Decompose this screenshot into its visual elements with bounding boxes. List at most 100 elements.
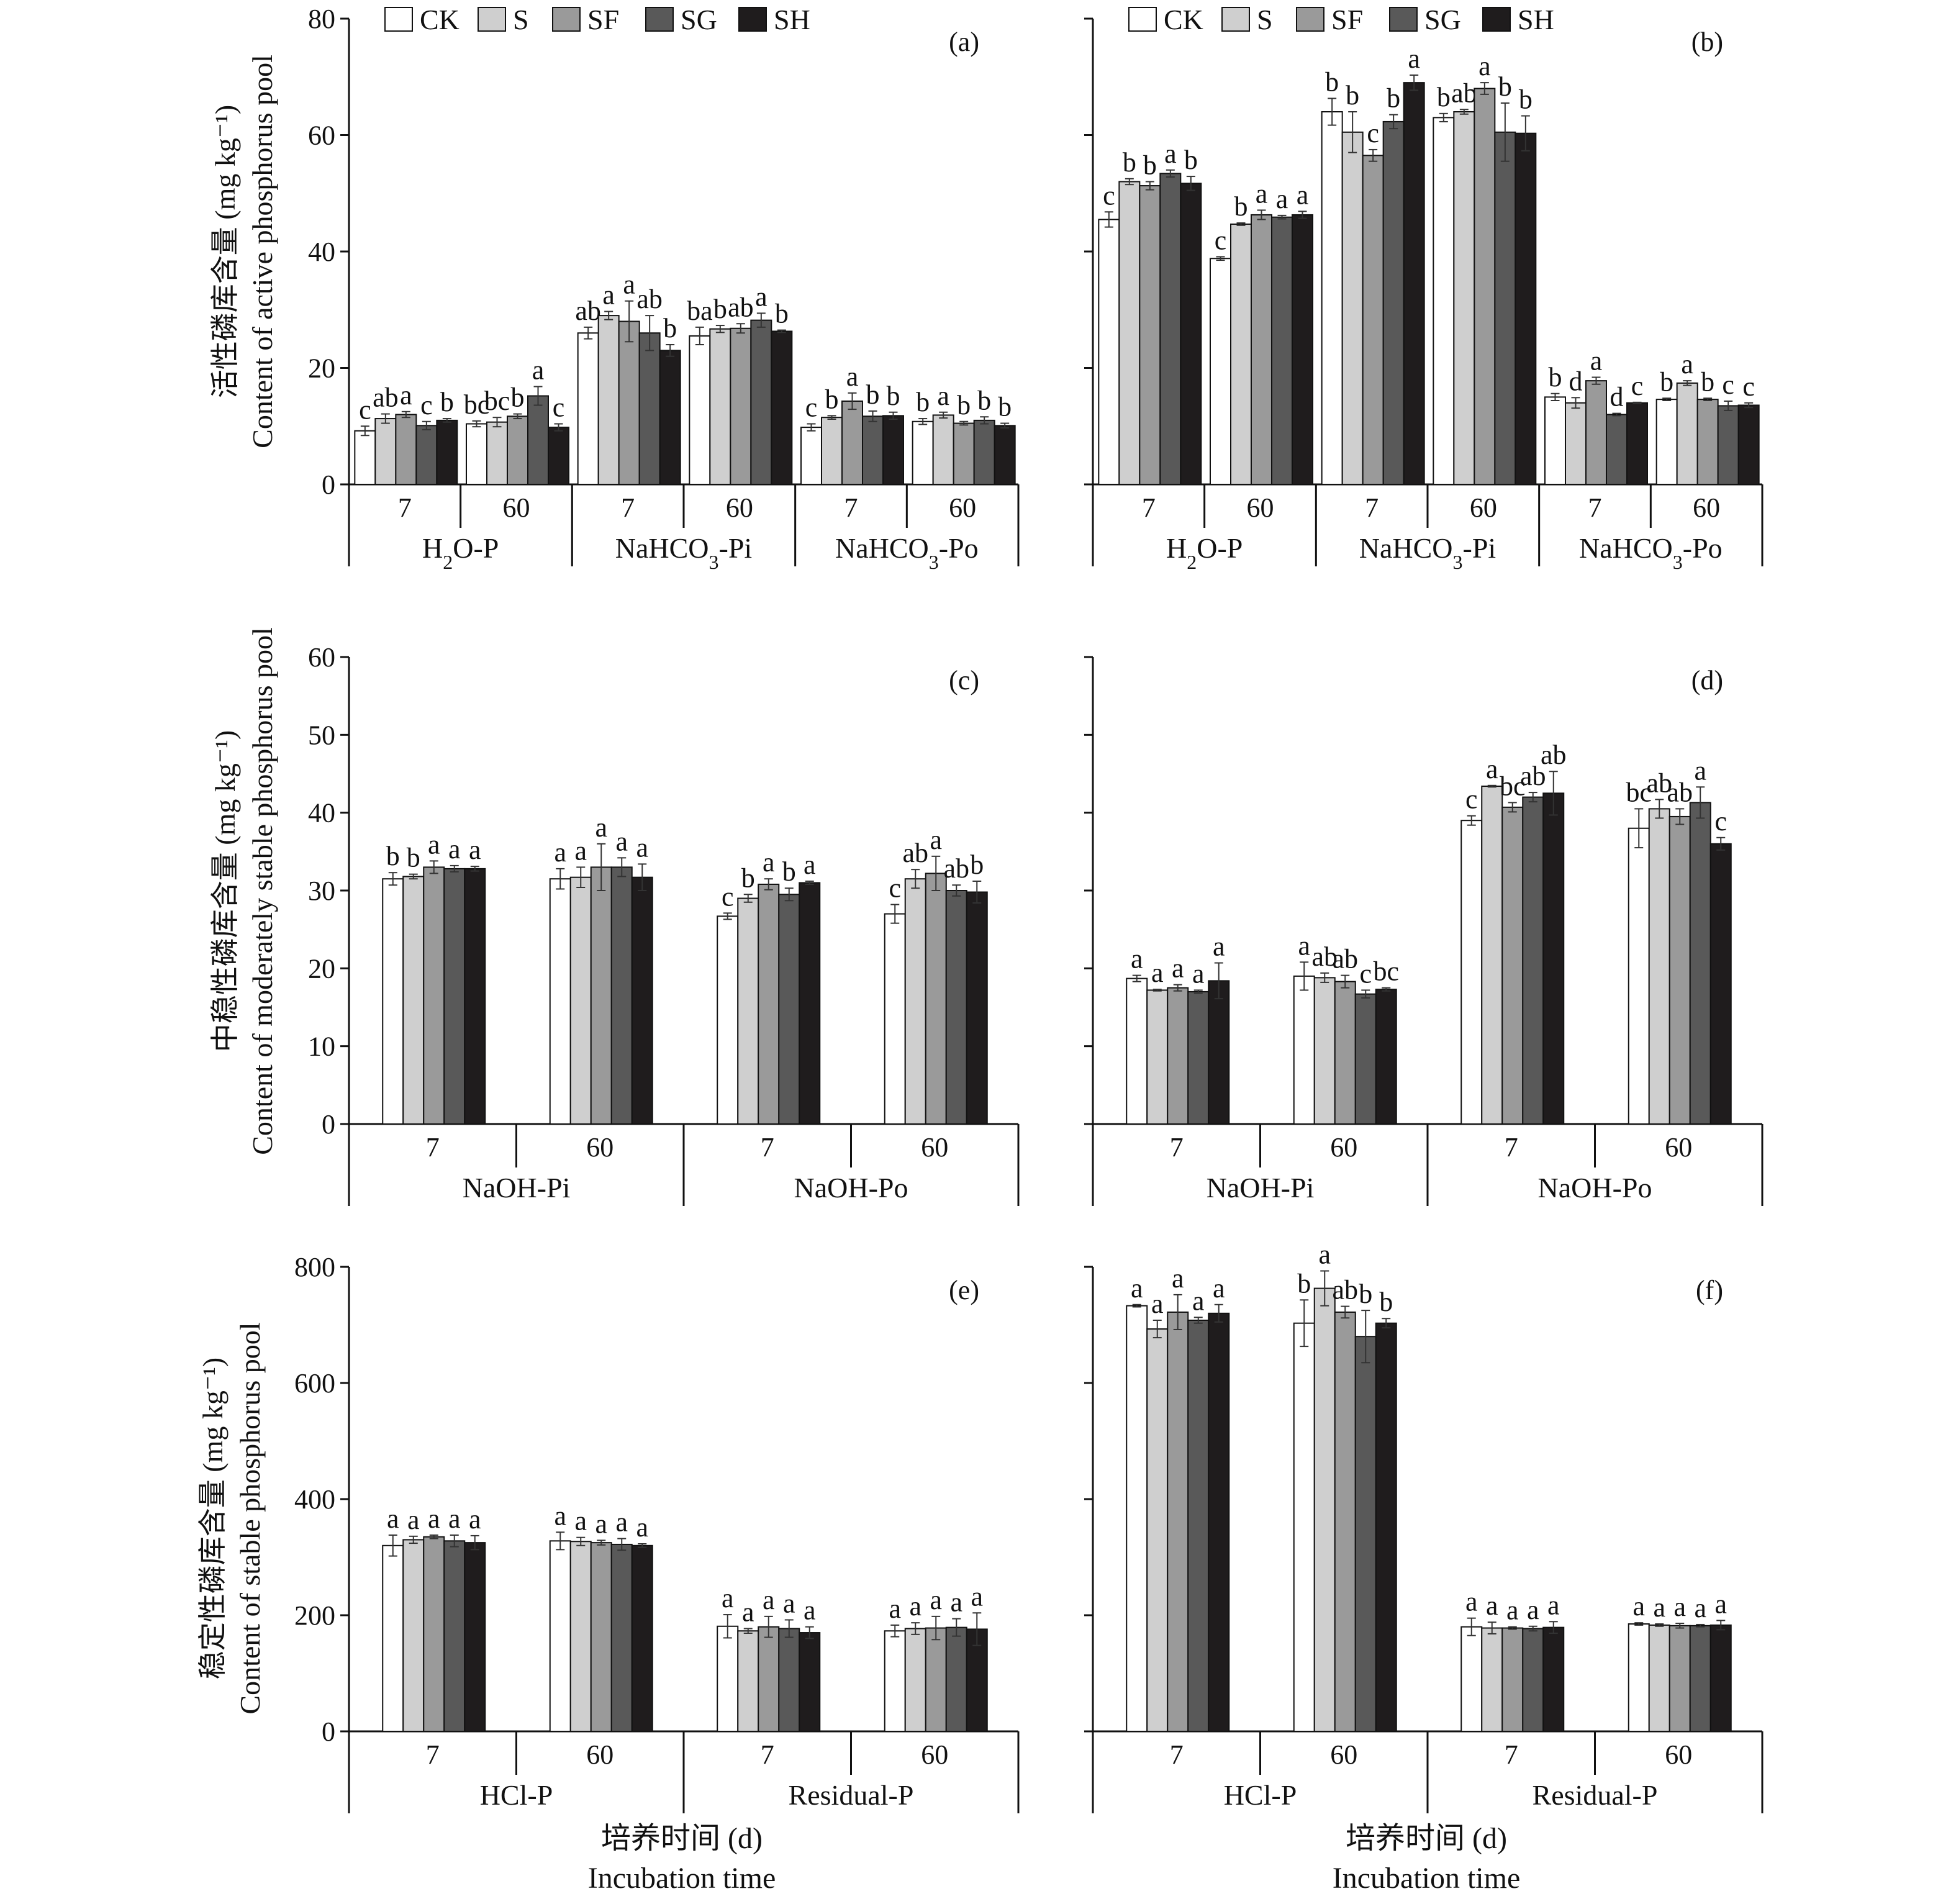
bar-sf (1668, 1625, 1691, 1733)
bar-sg (1522, 796, 1544, 1125)
significance-label: a (1213, 1273, 1225, 1303)
bar-s (1146, 989, 1169, 1125)
bar-ck (354, 430, 376, 485)
significance-label: a (1408, 43, 1420, 74)
error-bar (1000, 422, 1010, 429)
error-bar (645, 315, 654, 351)
x-tick-label-day: 7 (844, 492, 858, 523)
significance-label: a (1276, 184, 1288, 214)
bar-ck (1460, 1626, 1483, 1732)
y-tick-label: 10 (308, 1031, 335, 1062)
y-tick-label: 20 (308, 953, 335, 984)
bar-sf (1334, 1311, 1356, 1732)
significance-label: b (1297, 1268, 1311, 1299)
error-bar (1487, 1621, 1496, 1634)
legend-label-sf: SF (1331, 4, 1363, 35)
x-tick-label-day: 60 (1330, 1132, 1357, 1163)
significance-label: ab (575, 296, 601, 326)
error-bar (1382, 987, 1391, 992)
bar-ck (884, 1630, 906, 1733)
error-bar (911, 1622, 920, 1635)
error-bar (918, 418, 928, 425)
x-tick-label-day: 60 (921, 1739, 948, 1770)
significance-label: a (428, 829, 440, 859)
error-bar (625, 300, 634, 343)
x-tick-label-day: 60 (586, 1739, 614, 1770)
error-bar (972, 880, 982, 904)
significance-label: a (1131, 1273, 1143, 1303)
bar-sf (758, 1626, 780, 1732)
error-bar (931, 1615, 941, 1641)
bar-s (1313, 977, 1336, 1125)
bar-sg (1494, 131, 1516, 485)
bar-ck (577, 332, 599, 485)
bar-sg (862, 415, 884, 485)
error-bar (1320, 1270, 1329, 1307)
error-bar (1592, 376, 1601, 385)
bar-s (569, 876, 592, 1125)
y-tick-label: 80 (308, 4, 335, 34)
significance-label: a (469, 835, 481, 865)
significance-label: c (1722, 369, 1734, 400)
significance-label: a (1256, 178, 1268, 209)
x-tick-label-day: 7 (761, 1739, 774, 1770)
bar-ck (382, 1544, 404, 1733)
significance-label: a (469, 1504, 481, 1535)
bar-sg (1159, 173, 1182, 485)
significance-label: b (511, 383, 525, 413)
significance-label: a (407, 1505, 420, 1535)
legend-label-sf: SF (587, 4, 619, 35)
bar-sh (1626, 402, 1648, 485)
bar-sg (1689, 1625, 1711, 1733)
error-bar (1361, 1310, 1370, 1364)
error-bar (743, 894, 753, 903)
x-tick-label-day: 7 (621, 492, 635, 523)
significance-label: c (805, 392, 818, 423)
error-bar (1549, 1621, 1558, 1634)
error-bar (1166, 169, 1175, 178)
significance-label: a (1478, 51, 1491, 81)
bar-s (402, 876, 425, 1125)
bar-sh (659, 350, 681, 485)
legend-label-sh: SH (774, 4, 810, 35)
bar-sf (1696, 399, 1719, 485)
x-tick-label-day: 60 (949, 492, 976, 523)
significance-label: a (930, 825, 942, 855)
significance-label: b (1325, 66, 1339, 97)
significance-label: a (1590, 346, 1603, 376)
bar-ck (1460, 820, 1483, 1125)
x-tick-label-day: 7 (1505, 1739, 1518, 1770)
bar-ck (1433, 117, 1455, 485)
panel-label: (b) (1691, 27, 1723, 57)
error-bar (1549, 771, 1558, 816)
error-bar (1467, 815, 1476, 826)
error-bar (1634, 1622, 1644, 1626)
bar-sg (1354, 993, 1377, 1125)
bar-s (1648, 808, 1670, 1125)
bar-sg (443, 868, 466, 1125)
error-bar (1480, 82, 1489, 95)
bar-sh (1737, 404, 1760, 485)
bar-s (1453, 111, 1475, 485)
significance-label: a (1673, 1592, 1686, 1622)
x-group-label: NaOH-Pi (463, 1172, 571, 1204)
legend-label-s: S (513, 4, 529, 35)
error-bar (764, 1615, 773, 1638)
significance-label: a (1465, 1587, 1478, 1617)
bar-ck (717, 1625, 739, 1732)
x-tick-label-day: 60 (726, 492, 753, 523)
significance-label: a (554, 837, 566, 868)
bar-s (737, 897, 759, 1125)
legend-swatch-sh (1482, 7, 1511, 32)
legend-label-sg: SG (681, 4, 717, 35)
panel-label: (c) (949, 665, 979, 696)
error-bar (1369, 148, 1378, 162)
error-bar (1724, 400, 1733, 411)
bar-ck (800, 427, 822, 485)
significance-label: c (359, 394, 371, 425)
y-tick-label: 40 (308, 798, 335, 828)
x-tick-label-day: 60 (503, 492, 530, 523)
significance-label: b (782, 856, 796, 887)
error-bar (576, 1536, 586, 1546)
